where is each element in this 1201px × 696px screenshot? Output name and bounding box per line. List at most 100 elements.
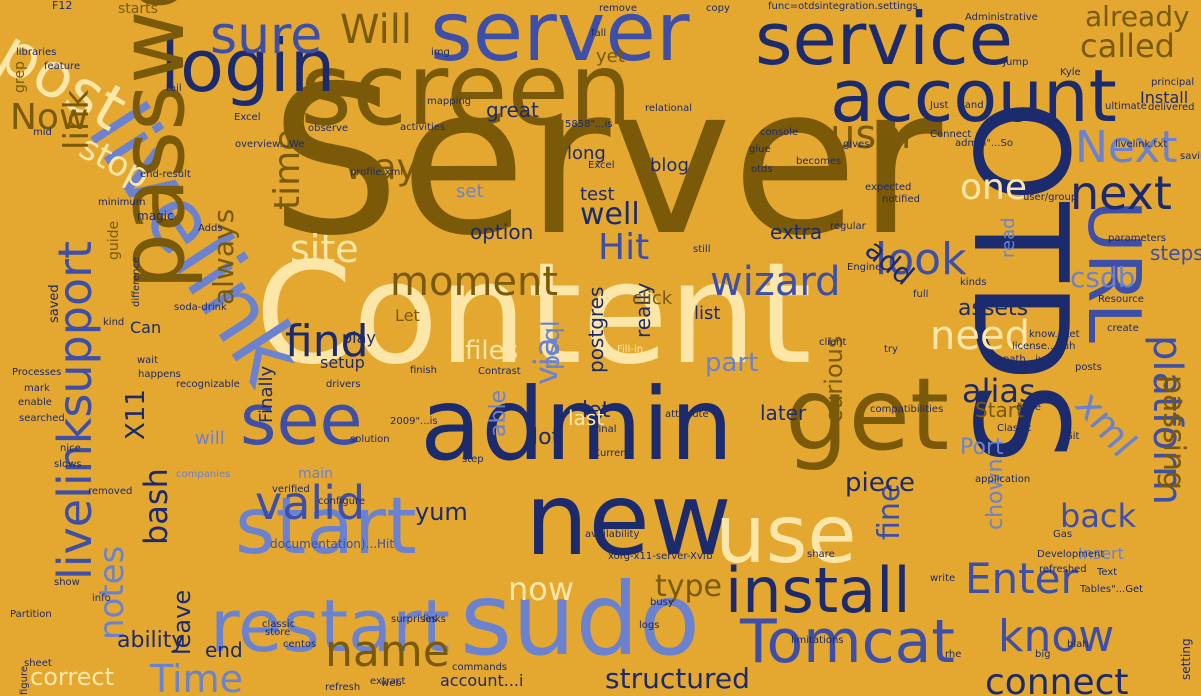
word: bash (137, 468, 175, 545)
word: restart (210, 584, 451, 668)
word: chown (983, 458, 1008, 530)
word: land (962, 100, 984, 111)
word: client (819, 337, 847, 348)
word: already (1085, 0, 1190, 33)
word: enable (18, 397, 52, 408)
word: assets (958, 296, 1029, 321)
word: tail (166, 83, 182, 94)
word: img (431, 47, 450, 58)
word: link (57, 89, 97, 150)
word: expected (865, 182, 912, 193)
word: kind (103, 317, 125, 328)
word: step (462, 454, 484, 465)
word: show (54, 577, 80, 588)
word: Partition (10, 609, 52, 620)
word: valid (255, 476, 366, 530)
word: set (456, 181, 484, 202)
word: surprises (391, 614, 437, 625)
word: Will (340, 7, 413, 53)
word: Connect (930, 129, 972, 140)
word: install (725, 554, 911, 627)
word: license...duh (1012, 341, 1076, 352)
word: Insert (1078, 544, 1124, 563)
word: limitations (791, 635, 844, 646)
word: wait (137, 355, 159, 366)
word: difference (131, 256, 142, 307)
word: great (486, 98, 539, 122)
word: notified (882, 194, 920, 205)
word: will (195, 428, 225, 449)
word: sheet (24, 658, 52, 669)
word: correct (30, 663, 115, 691)
word: lot (532, 425, 561, 450)
word: called (1080, 27, 1175, 65)
word: account...i (440, 671, 524, 690)
word: ultimate (1105, 101, 1147, 112)
word: happens (138, 369, 181, 380)
word: profile.xml (350, 167, 404, 178)
word: classic (262, 619, 296, 630)
word: busy (650, 597, 674, 608)
word: share (807, 549, 835, 560)
word: relational (645, 103, 693, 114)
word: new (525, 461, 732, 578)
word: server (430, 0, 690, 80)
word: sure (210, 6, 323, 66)
word: livelink.txt (1115, 139, 1168, 150)
word: know (998, 611, 1115, 662)
word: done (1016, 402, 1041, 413)
word: admin (420, 366, 734, 483)
word: logs (639, 620, 660, 631)
word: libraries (16, 47, 57, 58)
word: setting (1179, 638, 1193, 680)
word: regular (830, 221, 866, 232)
word: activities (400, 122, 446, 133)
word: screen (300, 31, 633, 148)
word: csdb (1070, 261, 1136, 294)
word: slows (54, 459, 82, 470)
word: verified (272, 484, 310, 495)
word: psql (537, 320, 565, 370)
word: wizard (710, 259, 841, 305)
word: xorg-x11-server-Xvfb (608, 551, 713, 562)
word: kinds (960, 277, 987, 288)
word: gives (843, 139, 870, 150)
word: soda-drink (174, 302, 227, 313)
word: Next (1075, 122, 1178, 173)
word: guide (106, 220, 122, 260)
word: documentation)...Hit (270, 537, 395, 551)
word: Adds (198, 223, 223, 234)
word: back (1060, 497, 1137, 535)
word: piece (845, 468, 916, 498)
word: Excel (588, 160, 615, 171)
word: remove (599, 3, 637, 14)
word: finish (410, 365, 437, 376)
word: last (568, 406, 605, 430)
word: service (755, 0, 1013, 81)
word: recognizable (176, 379, 240, 390)
word: postgres (584, 286, 608, 373)
word: Fill-in (617, 344, 644, 355)
word: Classic (997, 423, 1032, 434)
word: glue (749, 144, 771, 155)
word: X11 (121, 389, 151, 440)
word: Tomcat (740, 607, 955, 677)
word: nice (60, 443, 81, 454)
word: Tables"...Get (1080, 584, 1144, 595)
word: extra (770, 220, 823, 244)
word: func=otdsintegration.settings (768, 1, 918, 12)
word: Time (150, 657, 243, 696)
word: saved (47, 284, 62, 323)
word: Content (255, 233, 812, 396)
word: one (960, 167, 1027, 208)
word: full (913, 289, 929, 300)
word: centos (283, 639, 317, 650)
word: admin"...So (955, 138, 1013, 149)
word: overview...We (235, 139, 305, 150)
word: saving (1180, 151, 1201, 162)
word: curious (820, 335, 848, 423)
word: Engine (847, 262, 882, 273)
word: drivers (326, 379, 361, 390)
word: extract (370, 676, 406, 687)
